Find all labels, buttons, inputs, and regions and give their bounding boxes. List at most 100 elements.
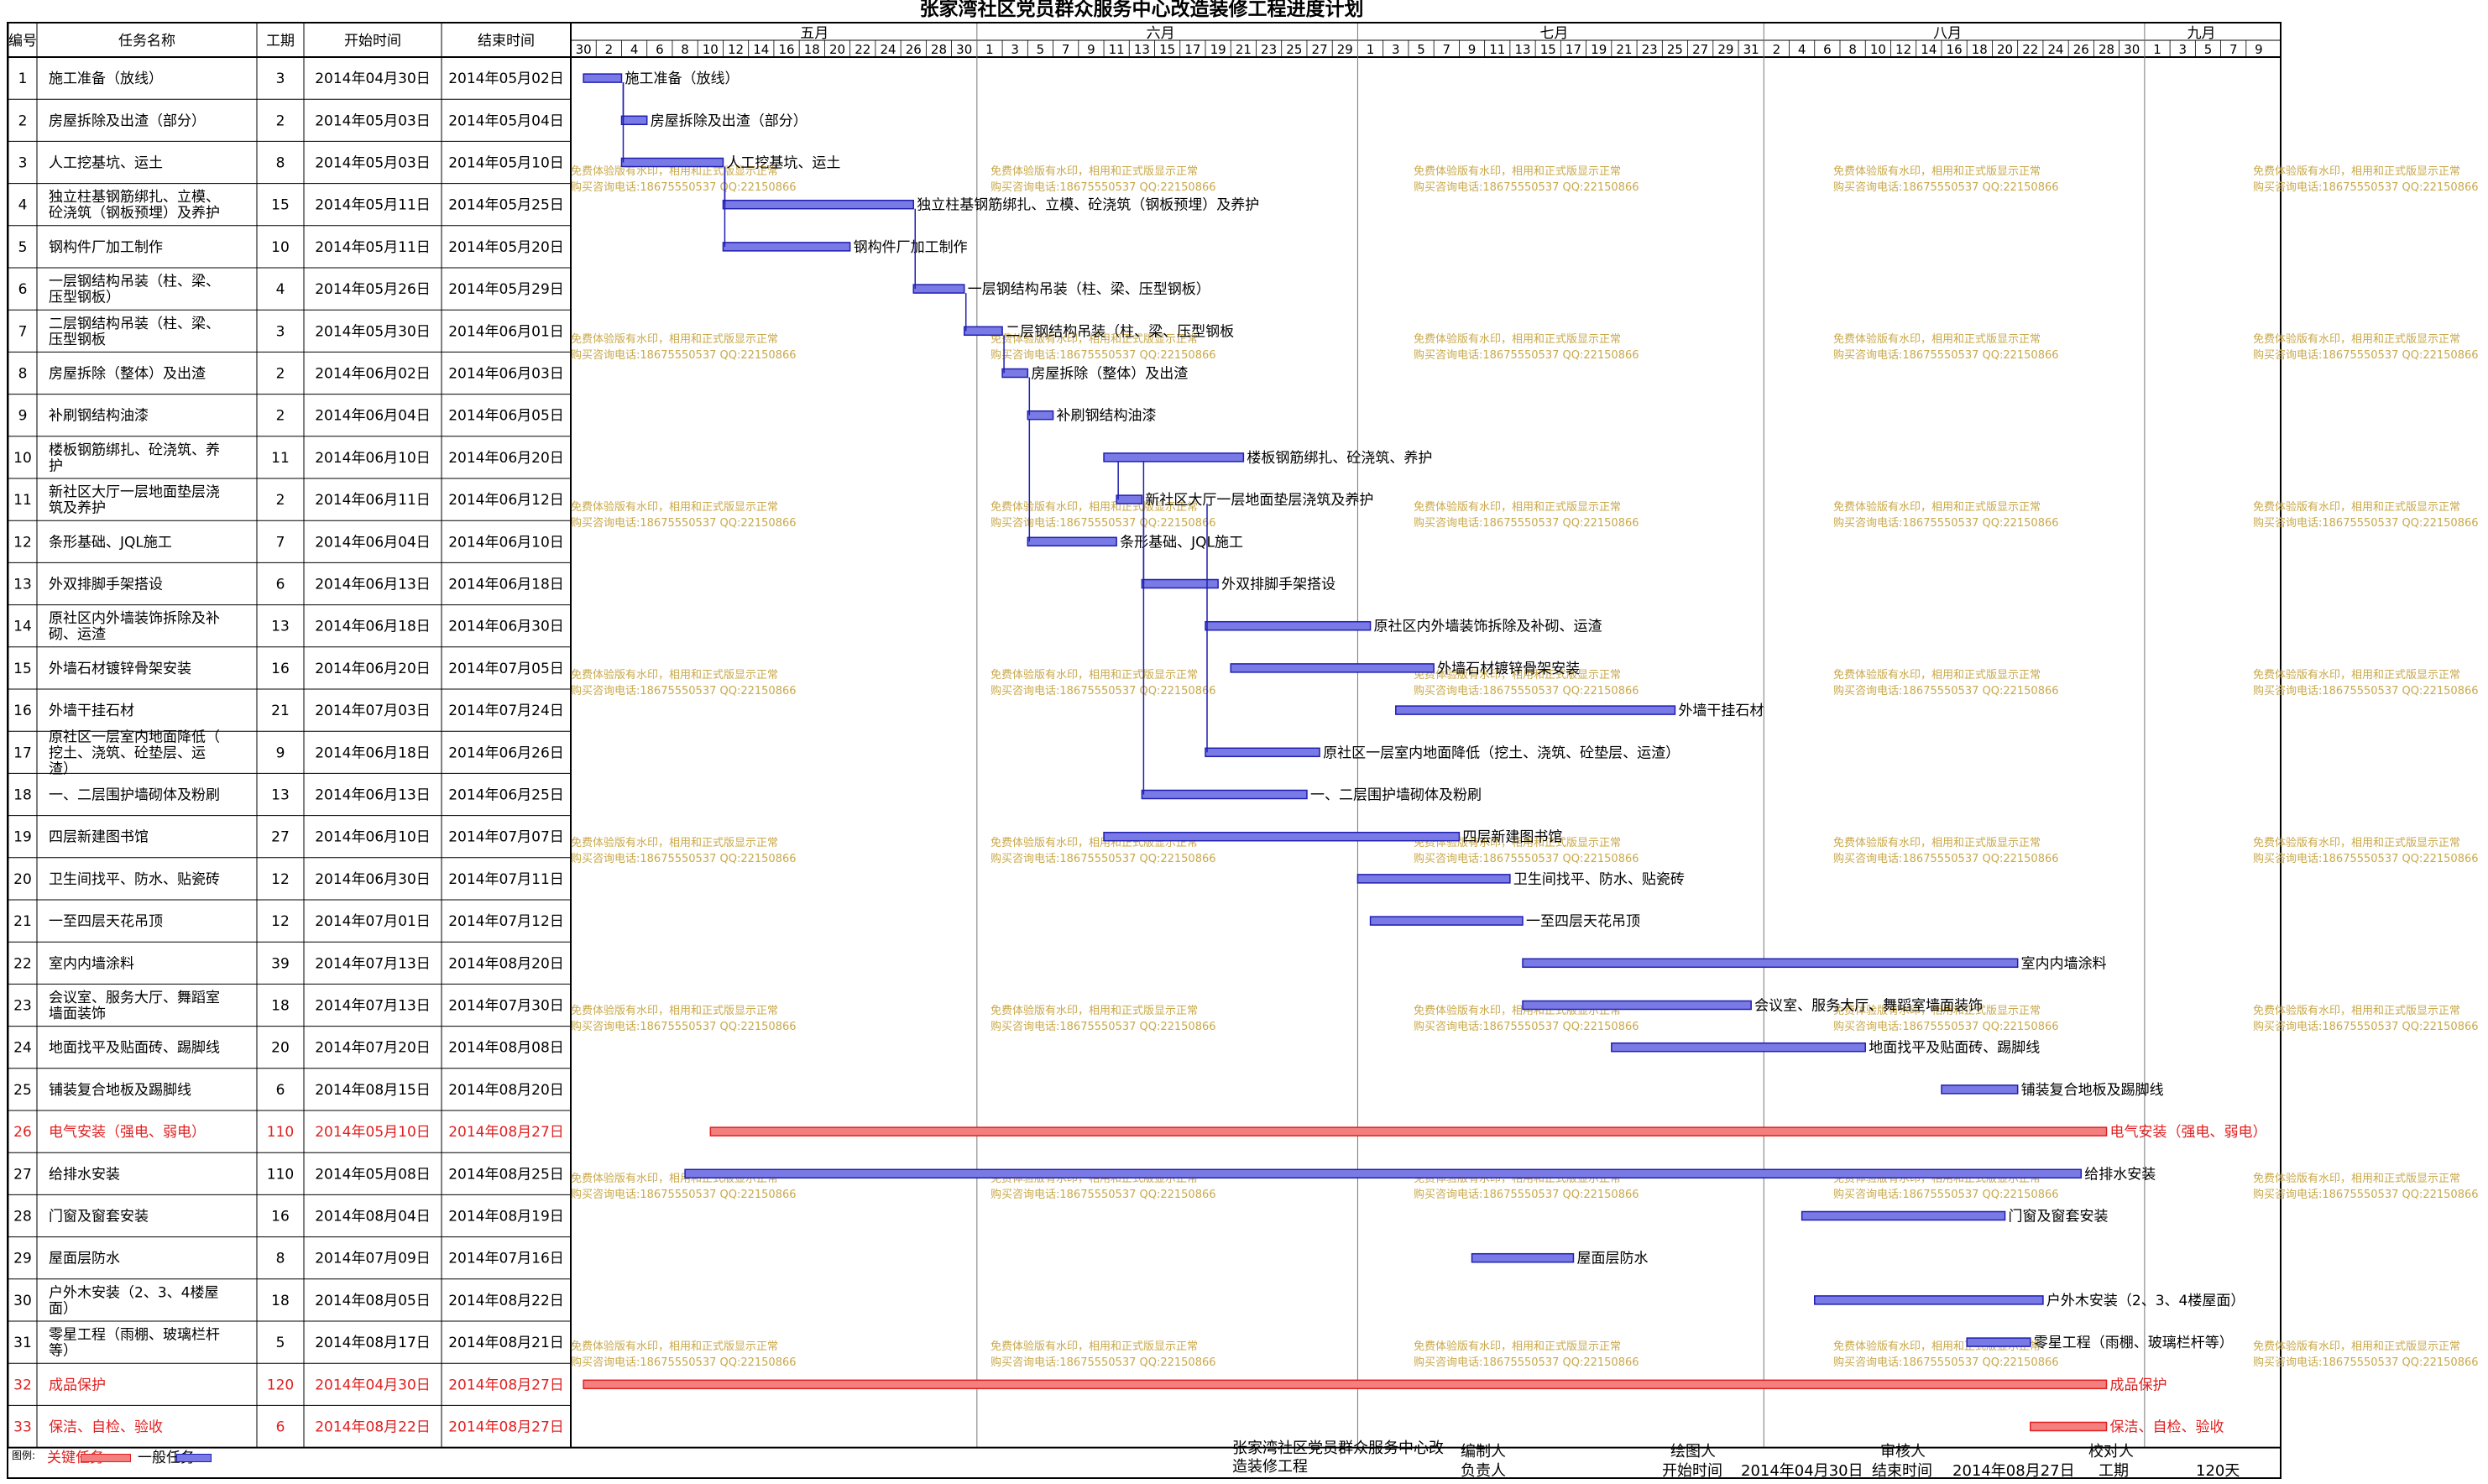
day-tick-label: 4	[630, 42, 639, 57]
bar-label: 外双排脚手架搭设	[1221, 577, 1335, 593]
day-tick-label: 7	[1062, 42, 1070, 57]
normal-task-bar	[1027, 410, 1054, 421]
task-start: 2014年04月30日	[315, 1377, 431, 1393]
watermark-line2: 购买咨询电话:18675550537 QQ:22150866	[2253, 684, 2479, 698]
normal-task-bar	[1001, 368, 1029, 379]
day-tick-label: 14	[753, 42, 769, 57]
bar-label: 房屋拆除（整体）及出渣	[1031, 366, 1188, 383]
task-duration: 9	[276, 745, 285, 761]
watermark-line2: 购买咨询电话:18675550537 QQ:22150866	[990, 1356, 1216, 1369]
bar-label: 新社区大厅一层地面垫层浇筑及养护	[1145, 492, 1373, 509]
legend-title: 图例:	[12, 1450, 36, 1461]
watermark-line2: 购买咨询电话:18675550537 QQ:22150866	[571, 516, 797, 530]
task-name: 户外木安装（2、3、4楼屋	[49, 1284, 218, 1301]
task-id: 29	[13, 1251, 32, 1267]
bar-label: 成品保护	[2110, 1377, 2167, 1393]
day-tick-label: 17	[1565, 42, 1581, 57]
day-tick-label: 20	[1997, 42, 2013, 57]
title-block: 张家湾社区党员群众服务中心改造装修工程 编制人 负责人 绘图人 开始时间 201…	[1229, 1440, 2280, 1480]
normal-task-bar	[583, 73, 623, 83]
task-id: 19	[13, 829, 32, 846]
watermark-line1: 免费体验版有水印，相用和正式版显示正常	[2253, 500, 2460, 514]
watermark-line1: 免费体验版有水印，相用和正式版显示正常	[1414, 1340, 1621, 1353]
task-start: 2014年07月09日	[315, 1251, 431, 1267]
bar-label: 门窗及窗套安装	[2009, 1209, 2109, 1225]
day-tick-label: 9	[1087, 42, 1095, 57]
task-id: 8	[18, 366, 28, 383]
watermark-line2: 购买咨询电话:18675550537 QQ:22150866	[990, 684, 1216, 698]
critical-task-bar	[709, 1126, 2108, 1137]
day-tick-label: 26	[906, 42, 922, 57]
task-id: 6	[18, 281, 28, 298]
task-duration: 16	[271, 1209, 290, 1225]
day-tick-label: 10	[1870, 42, 1886, 57]
task-end: 2014年06月18日	[448, 577, 564, 593]
day-tick-label: 12	[728, 42, 744, 57]
watermark-line1: 免费体验版有水印，相用和正式版显示正常	[571, 332, 778, 346]
task-end: 2014年08月20日	[448, 1082, 564, 1099]
task-start: 2014年05月03日	[315, 112, 431, 129]
day-tick-label: 24	[2047, 42, 2063, 57]
task-name: 一至四层天花吊顶	[49, 913, 163, 930]
day-tick-label: 16	[1947, 42, 1963, 57]
task-name: 二层钢结构吊装（柱、梁、	[49, 316, 220, 332]
day-tick-label: 15	[1159, 42, 1175, 57]
day-tick-label: 21	[1616, 42, 1632, 57]
task-name: 会议室、服务大厅、舞蹈室	[49, 990, 220, 1006]
normal-task-bar	[1611, 1042, 1866, 1053]
task-name: 房屋拆除（整体）及出渣	[49, 366, 206, 383]
watermark-line2: 购买咨询电话:18675550537 QQ:22150866	[1833, 1356, 2059, 1369]
task-start: 2014年08月22日	[315, 1419, 431, 1436]
day-tick-label: 13	[1514, 42, 1530, 57]
task-start: 2014年05月10日	[315, 1124, 431, 1141]
task-end: 2014年07月07日	[448, 829, 564, 846]
watermark-line2: 购买咨询电话:18675550537 QQ:22150866	[990, 516, 1216, 530]
day-tick-label: 3	[1392, 42, 1400, 57]
watermark-line1: 免费体验版有水印，相用和正式版显示正常	[1414, 500, 1621, 514]
bar-label: 电气安装（强电、弱电）	[2110, 1124, 2267, 1141]
day-tick-label: 25	[1286, 42, 1302, 57]
bar-label: 外墙石材镀锌骨架安装	[1437, 661, 1580, 677]
task-duration: 8	[276, 1251, 285, 1267]
task-duration: 120	[267, 1377, 294, 1393]
watermark-line1: 免费体验版有水印，相用和正式版显示正常	[990, 332, 1198, 346]
task-duration: 3	[276, 323, 285, 340]
legend-normal-swatch	[176, 1454, 212, 1462]
task-duration: 6	[276, 577, 285, 593]
task-name: 条形基础、JQL施工	[49, 534, 172, 551]
day-tick-label: 1	[985, 42, 994, 57]
footer-start-value: 2014年04月30日	[1741, 1462, 1863, 1480]
task-end: 2014年05月20日	[448, 239, 564, 256]
watermark-line2: 购买咨询电话:18675550537 QQ:22150866	[571, 1356, 797, 1369]
day-tick-label: 4	[1798, 42, 1806, 57]
watermark-line1: 免费体验版有水印，相用和正式版显示正常	[2253, 668, 2460, 682]
task-id: 26	[13, 1124, 32, 1141]
day-tick-label: 29	[1717, 42, 1733, 57]
task-start: 2014年07月13日	[315, 998, 431, 1015]
watermark-line2: 购买咨询电话:18675550537 QQ:22150866	[1414, 180, 1639, 194]
bar-label: 独立柱基钢筋绑扎、立模、砼浇筑（钢板预埋）及养护	[917, 197, 1259, 214]
task-duration: 13	[271, 787, 290, 804]
task-start: 2014年06月11日	[315, 492, 431, 509]
normal-task-bar	[1395, 705, 1676, 715]
task-end: 2014年06月12日	[448, 492, 564, 509]
day-tick-label: 5	[1037, 42, 1045, 57]
task-end: 2014年06月03日	[448, 366, 564, 383]
watermark-line1: 免费体验版有水印，相用和正式版显示正常	[1833, 165, 2041, 178]
task-name: 压型钢板）	[49, 290, 120, 306]
day-tick-label: 19	[1210, 42, 1226, 57]
task-end: 2014年07月05日	[448, 661, 564, 677]
task-id: 10	[13, 450, 32, 467]
task-start: 2014年05月08日	[315, 1166, 431, 1183]
task-start: 2014年07月01日	[315, 913, 431, 930]
bar-label: 一至四层天花吊顶	[1526, 913, 1640, 930]
day-tick-label: 18	[804, 42, 820, 57]
task-id: 12	[13, 534, 32, 551]
task-duration: 6	[276, 1082, 285, 1099]
task-name: 原社区内外墙装饰拆除及补	[49, 610, 220, 627]
bar-label: 原社区一层室内地面降低（挖土、浇筑、砼垫层、运渣）	[1323, 745, 1680, 761]
watermark-line1: 免费体验版有水印，相用和正式版显示正常	[990, 500, 1198, 514]
watermark-line1: 免费体验版有水印，相用和正式版显示正常	[2253, 1340, 2460, 1353]
task-name: 电气安装（强电、弱电）	[49, 1124, 206, 1141]
bar-label: 施工准备（放线）	[625, 71, 739, 87]
